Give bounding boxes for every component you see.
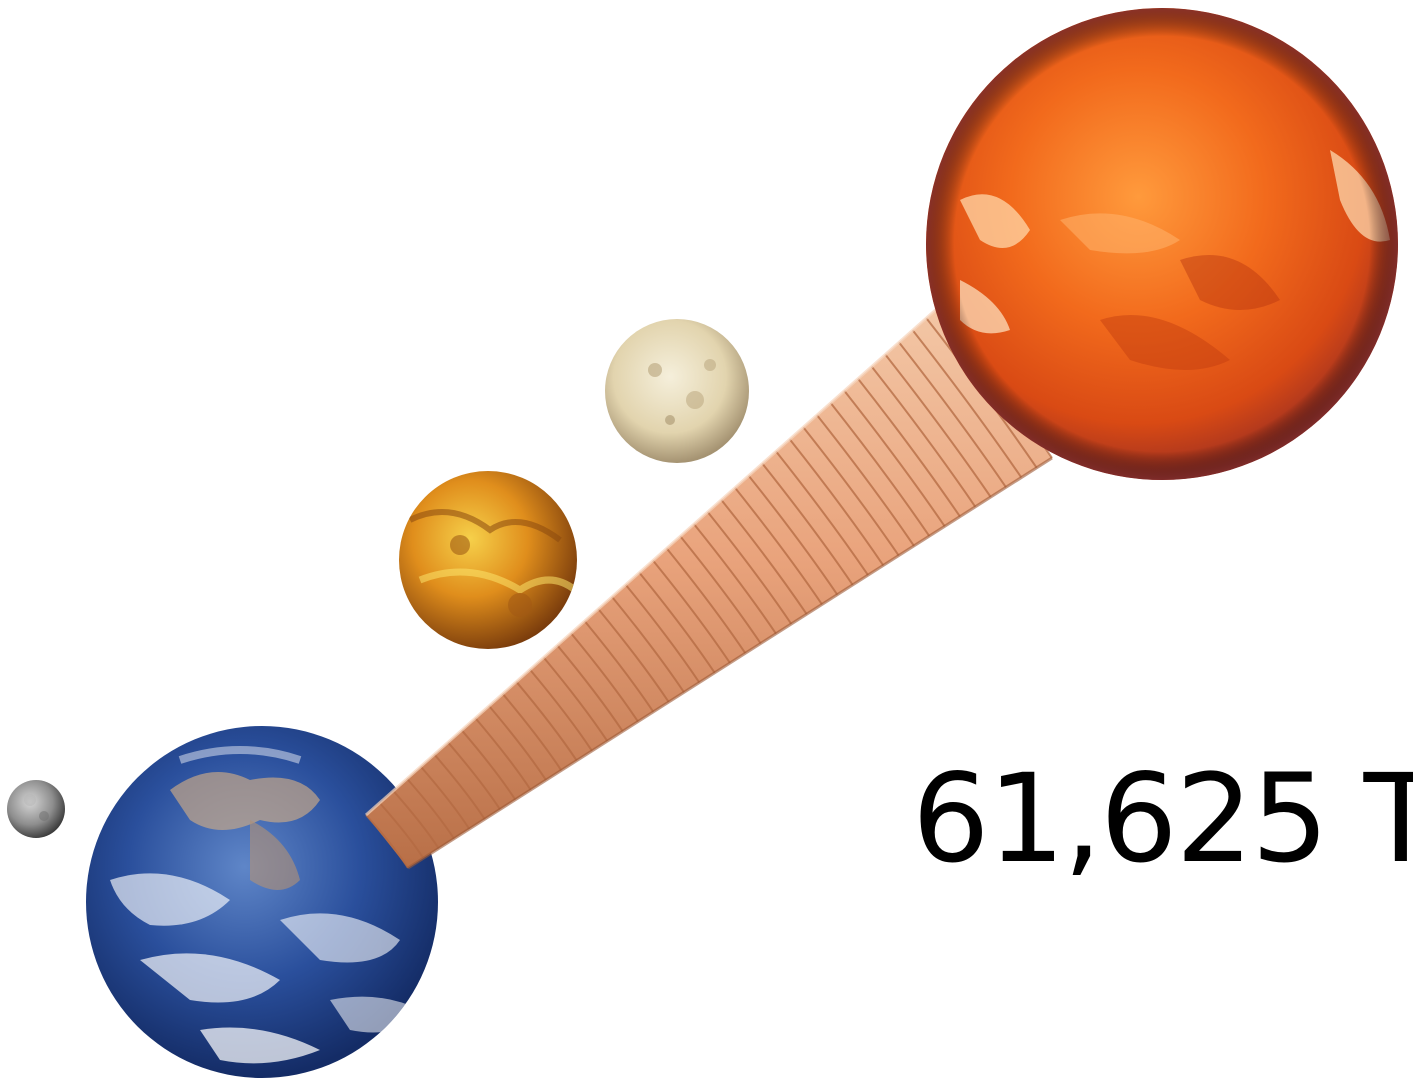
coin-band bbox=[693, 523, 777, 635]
coin-band bbox=[433, 753, 486, 820]
earth-icon bbox=[86, 726, 438, 1078]
coin-band bbox=[556, 644, 624, 732]
coin-band bbox=[652, 559, 731, 664]
coin-band bbox=[488, 705, 547, 781]
coin-band bbox=[788, 438, 885, 566]
coin-band bbox=[857, 378, 961, 518]
coin-band bbox=[365, 814, 409, 869]
coin-band bbox=[529, 668, 593, 752]
coin-band bbox=[570, 632, 639, 723]
coin-band bbox=[542, 656, 609, 742]
coin-band bbox=[761, 462, 854, 586]
coin-band bbox=[392, 790, 440, 850]
coin-band bbox=[611, 596, 685, 693]
coin-band bbox=[583, 620, 655, 713]
coin-stack-tube bbox=[365, 304, 1053, 870]
coin-band bbox=[747, 475, 839, 596]
coin-band bbox=[829, 402, 931, 537]
coin-band bbox=[720, 499, 808, 615]
coin-band bbox=[447, 741, 501, 810]
moon-icon bbox=[7, 780, 65, 838]
coin-band bbox=[624, 584, 701, 684]
coin-band bbox=[474, 717, 532, 791]
mercury-icon bbox=[605, 319, 749, 463]
coin-band bbox=[870, 365, 977, 508]
coin-band bbox=[638, 571, 716, 674]
coin-band bbox=[419, 765, 471, 830]
coin-band bbox=[665, 547, 747, 654]
coin-band bbox=[734, 487, 823, 605]
sun-icon bbox=[926, 8, 1398, 480]
coin-band bbox=[911, 329, 1023, 479]
coin-band bbox=[501, 693, 563, 771]
coin-band bbox=[884, 353, 992, 498]
coin-band bbox=[515, 681, 578, 762]
venus-icon bbox=[399, 471, 577, 649]
coin-band bbox=[816, 414, 915, 547]
coin-band bbox=[706, 511, 793, 625]
coin-band bbox=[898, 341, 1007, 488]
coin-band bbox=[843, 390, 946, 527]
coin-band bbox=[406, 777, 455, 840]
caption-text: 61,625 Times bbox=[912, 748, 1413, 890]
coin-band bbox=[460, 729, 517, 801]
coin-band bbox=[378, 802, 425, 859]
coin-band bbox=[802, 426, 900, 557]
coin-band bbox=[597, 608, 670, 703]
coin-band bbox=[679, 535, 762, 645]
coin-band bbox=[775, 450, 869, 576]
